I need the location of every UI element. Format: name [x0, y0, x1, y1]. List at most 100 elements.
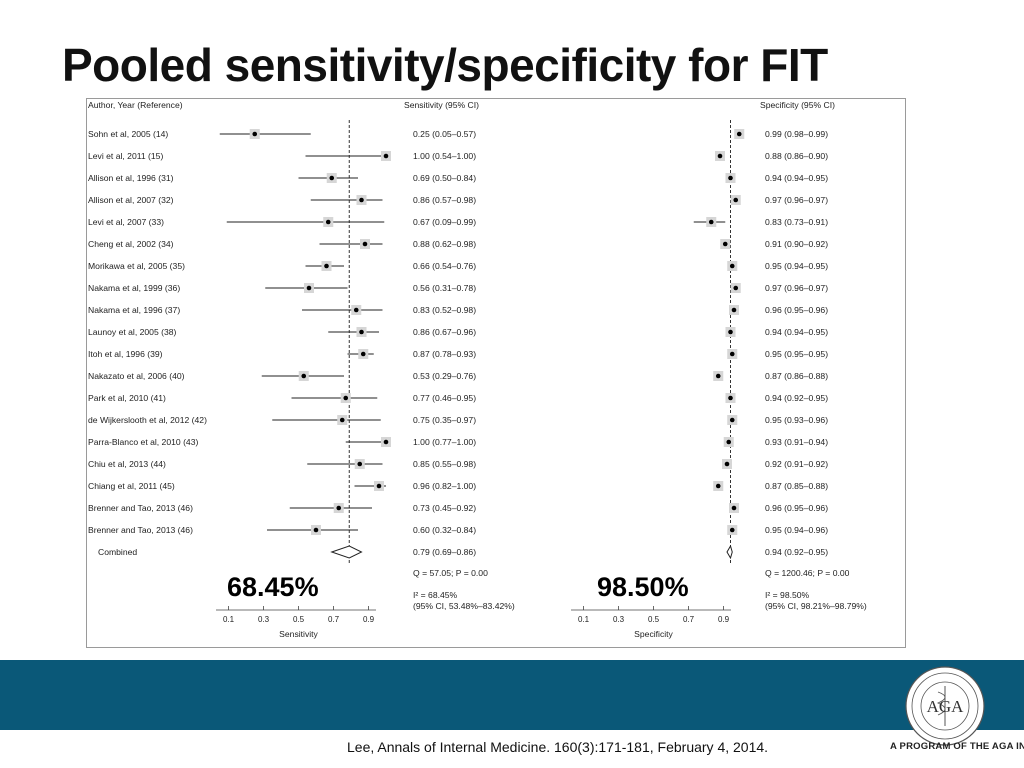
- sensitivity-point: [306, 285, 312, 291]
- sensitivity-value-label: 0.96 (0.82–1.00): [413, 481, 476, 491]
- study-author-label: Park et al, 2010 (41): [88, 393, 166, 403]
- specificity-value-label: 0.92 (0.91–0.92): [765, 459, 828, 469]
- aga-logo-initials: AGA: [927, 697, 965, 716]
- sensitivity-value-label: 0.66 (0.54–0.76): [413, 261, 476, 271]
- sensitivity-point: [336, 505, 342, 511]
- specificity-point: [729, 417, 735, 423]
- study-author-label: Launoy et al, 2005 (38): [88, 327, 177, 337]
- study-author-label: Morikawa et al, 2005 (35): [88, 261, 185, 271]
- specificity-value-label: 0.88 (0.86–0.90): [765, 151, 828, 161]
- study-author-label: Itoh et al, 1996 (39): [88, 349, 163, 359]
- sensitivity-tick-label: 0.9: [363, 615, 375, 624]
- specificity-value-label: 0.97 (0.96–0.97): [765, 195, 828, 205]
- specificity-point: [722, 241, 728, 247]
- sensitivity-i2-ci: (95% CI, 53.48%–83.42%): [413, 601, 515, 611]
- study-author-label: Nakama et al, 1996 (37): [88, 305, 180, 315]
- specificity-value-label: 0.94 (0.92–0.95): [765, 393, 828, 403]
- study-author-label: Allison et al, 1996 (31): [88, 173, 174, 183]
- sensitivity-point: [362, 241, 368, 247]
- specificity-point: [731, 307, 737, 313]
- specificity-point: [733, 285, 739, 291]
- sensitivity-point: [353, 307, 359, 313]
- specificity-point: [728, 395, 733, 401]
- sensitivity-tick-label: 0.5: [293, 615, 305, 624]
- program-label: A PROGRAM OF THE AGA INSTITUTE: [890, 741, 1024, 752]
- sensitivity-value-label: 0.79 (0.69–0.86): [413, 547, 476, 557]
- specificity-point: [733, 197, 739, 203]
- study-author-label: de Wijkerslooth et al, 2012 (42): [88, 415, 207, 425]
- specificity-i2: I² = 98.50%: [765, 590, 810, 600]
- specificity-tick-label: 0.7: [683, 615, 695, 624]
- study-author-label: Nakazato et al, 2006 (40): [88, 371, 185, 381]
- forest-plot: Author, Year (Reference) Sensitivity (95%…: [88, 100, 867, 639]
- specificity-tick-label: 0.9: [718, 615, 730, 624]
- specificity-value-label: 0.94 (0.94–0.95): [765, 173, 828, 183]
- specificity-point: [717, 153, 723, 159]
- sensitivity-value-label: 0.67 (0.09–0.99): [413, 217, 476, 227]
- sensitivity-point: [325, 219, 331, 225]
- study-author-label: Chiang et al, 2011 (45): [88, 481, 175, 491]
- study-author-label: Brenner and Tao, 2013 (46): [88, 525, 193, 535]
- sensitivity-point: [252, 131, 258, 137]
- specificity-point: [728, 175, 733, 181]
- footer-band: [0, 660, 1024, 730]
- sensitivity-value-label: 0.53 (0.29–0.76): [413, 371, 476, 381]
- specificity-value-label: 0.83 (0.73–0.91): [765, 217, 828, 227]
- specificity-value-label: 0.91 (0.90–0.92): [765, 239, 828, 249]
- sensitivity-point: [301, 373, 307, 379]
- specificity-point: [708, 219, 714, 225]
- specificity-value-label: 0.94 (0.94–0.95): [765, 327, 828, 337]
- study-author-label: Sohn et al, 2005 (14): [88, 129, 168, 139]
- sensitivity-value-label: 0.86 (0.57–0.98): [413, 195, 476, 205]
- study-author-label: Cheng et al, 2002 (34): [88, 239, 174, 249]
- study-author-label: Allison et al, 2007 (32): [88, 195, 174, 205]
- specificity-value-label: 0.95 (0.95–0.95): [765, 349, 828, 359]
- sensitivity-point: [383, 153, 389, 159]
- specificity-point: [731, 505, 737, 511]
- specificity-point: [715, 483, 721, 489]
- study-author-label: Levi et al, 2007 (33): [88, 217, 164, 227]
- study-author-label: Brenner and Tao, 2013 (46): [88, 503, 193, 513]
- specificity-value-label: 0.95 (0.93–0.96): [765, 415, 828, 425]
- sensitivity-point: [357, 461, 363, 467]
- sensitivity-value-label: 0.75 (0.35–0.97): [413, 415, 476, 425]
- specificity-value-label: 0.93 (0.91–0.94): [765, 437, 828, 447]
- specificity-point: [729, 527, 735, 533]
- sensitivity-value-label: 0.87 (0.78–0.93): [413, 349, 476, 359]
- sensitivity-value-label: 0.56 (0.31–0.78): [413, 283, 476, 293]
- sensitivity-point: [329, 175, 335, 181]
- sensitivity-tick-label: 0.3: [258, 615, 270, 624]
- sensitivity-point: [324, 263, 329, 269]
- study-author-label: Nakama et al, 1999 (36): [88, 283, 180, 293]
- combined-sensitivity-diamond: [330, 545, 363, 559]
- sensitivity-value-label: 0.86 (0.67–0.96): [413, 327, 476, 337]
- specificity-axis-label: Specificity: [634, 629, 673, 639]
- sensitivity-value-label: 1.00 (0.77–1.00): [413, 437, 476, 447]
- specificity-tick-label: 0.3: [613, 615, 625, 624]
- sensitivity-i2: I² = 68.45%: [413, 590, 458, 600]
- sensitivity-value-label: 0.25 (0.05–0.57): [413, 129, 476, 139]
- sensitivity-i2-callout: 68.45%: [227, 572, 319, 602]
- specificity-point: [724, 461, 730, 467]
- study-author-label: Parra-Blanco et al, 2010 (43): [88, 437, 198, 447]
- slide-title: Pooled sensitivity/specificity for FIT: [62, 39, 828, 91]
- specificity-point: [729, 263, 735, 269]
- sensitivity-point: [359, 197, 364, 203]
- sensitivity-point: [313, 527, 319, 533]
- sensitivity-value-label: 0.88 (0.62–0.98): [413, 239, 476, 249]
- sensitivity-point: [343, 395, 349, 401]
- sensitivity-value-label: 0.85 (0.55–0.98): [413, 459, 476, 469]
- specificity-i2-callout: 98.50%: [597, 572, 689, 602]
- sensitivity-value-label: 0.77 (0.46–0.95): [413, 393, 476, 403]
- specificity-value-label: 0.99 (0.98–0.99): [765, 129, 828, 139]
- aga-logo: AGA: [905, 666, 985, 746]
- sensitivity-point: [359, 329, 364, 335]
- header-author: Author, Year (Reference): [88, 100, 183, 110]
- specificity-value-label: 0.96 (0.95–0.96): [765, 503, 828, 513]
- sensitivity-value-label: 0.69 (0.50–0.84): [413, 173, 476, 183]
- specificity-value-label: 0.96 (0.95–0.96): [765, 305, 828, 315]
- header-sensitivity: Sensitivity (95% CI): [404, 100, 479, 110]
- sensitivity-point: [383, 439, 389, 445]
- sensitivity-axis-label: Sensitivity: [279, 629, 318, 639]
- specificity-point: [736, 131, 742, 137]
